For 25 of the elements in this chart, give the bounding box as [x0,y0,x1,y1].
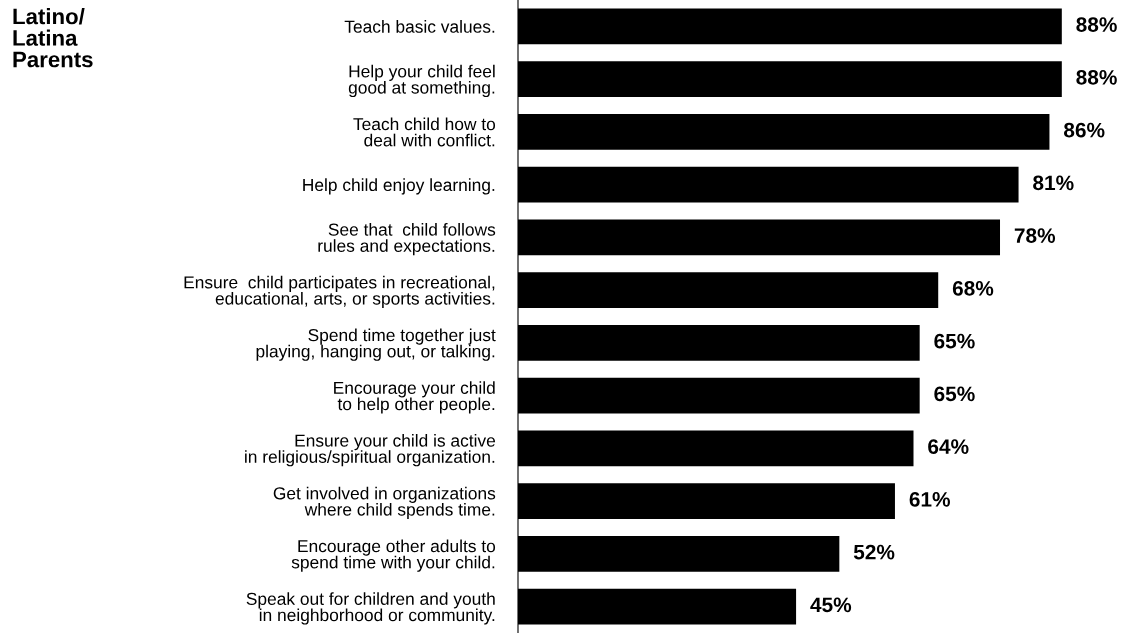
data-label: 64% [928,439,969,454]
text: Latino/ Latina Parents [13,8,93,68]
data-label: 78% [1014,228,1056,243]
y-tick-label: Encourage other adults to spend time with your child. [291,539,496,572]
y-tick-label: Help child enjoy learning. [303,178,495,195]
y-tick-label: See that child follows rules and expectations. [318,222,496,256]
data-label: 65% [934,386,975,402]
y-tick-label: Ensure your child is active in religious/spiritual organization. [245,433,496,467]
data-label: 88% [1076,69,1117,85]
data-label: 81% [1033,175,1074,191]
y-tick-label: Ensure child participates in recreational, educational, arts, or sports activities. [184,275,495,309]
y-tick-label: Teach basic values. [344,20,495,33]
y-tick-label: Teach child how to deal with conflict. [353,117,496,147]
data-label: 65% [934,333,975,349]
y-tick-label: Spend time together just playing, hanging out, or talking. [256,328,496,361]
y-tick-label: Get involved in organizations where child spends time. [273,486,496,520]
data-label: 61% [909,491,950,507]
y-tick-label: Encourage your child to help other people. [334,381,495,414]
y-tick-label: Help your child feel good at something. [348,64,495,98]
data-label: 52% [853,544,895,560]
y-tick-label: Speak out for children and youth in neighborhood or community. [246,592,495,625]
data-label: 86% [1064,122,1105,138]
data-label: 68% [952,280,994,296]
data-label: 88% [1076,17,1117,32]
data-label: 45% [810,597,852,613]
